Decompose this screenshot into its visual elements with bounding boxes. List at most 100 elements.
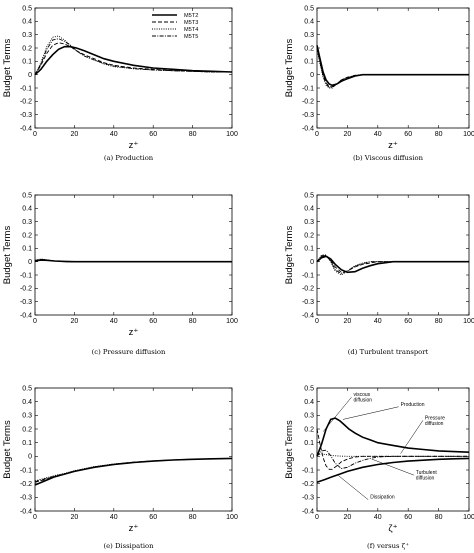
annotation-label: Production [401, 402, 425, 408]
series-line-m5t3 [316, 47, 469, 88]
y-tick-label: 0.4 [304, 399, 314, 406]
x-tick-label: 100 [226, 318, 238, 325]
y-tick-label: -0.1 [20, 85, 32, 92]
y-tick-label: -0.3 [302, 495, 314, 502]
chart-panel-3: -0.4 -0.3 -0.2 -0.1 0 0.1 0.2 0.3 0.4 0.5 0 20 40 60 8… [2, 192, 238, 338]
x-tick-label: 60 [149, 514, 157, 521]
x-tick-label: 60 [404, 318, 412, 325]
series-line-m5t5 [34, 457, 233, 483]
y-tick-label: 0.3 [22, 413, 32, 420]
y-tick-label: 0 [310, 259, 314, 266]
y-tick-label: 0.1 [304, 246, 314, 253]
subfigure-caption: (f) versus ζ⁺ [367, 542, 409, 550]
chart-panel-5: -0.4 -0.3 -0.2 -0.1 0 0.1 0.2 0.3 0.4 0.5 0 20 40 60 8… [2, 385, 238, 534]
y-tick-label: -0.2 [20, 286, 32, 293]
y-tick-label: 0.3 [22, 219, 32, 226]
x-tick-label: 80 [435, 318, 443, 325]
x-tick-label: 0 [33, 514, 37, 521]
y-tick-label: 0.2 [304, 426, 314, 433]
chart-panel-4: -0.4 -0.3 -0.2 -0.1 0 0.1 0.2 0.3 0.4 0.5 0 20 40 60 8… [284, 192, 474, 325]
x-tick-label: 40 [374, 131, 382, 138]
x-tick-label: 0 [33, 318, 37, 325]
annotation-label: Dissipation [370, 495, 395, 501]
y-tick-label: 0.3 [304, 413, 314, 420]
y-tick-label: -0.1 [302, 272, 314, 279]
annotation-arrow [371, 458, 414, 476]
annotation-label: diffusion [416, 476, 435, 482]
y-tick-label: -0.4 [302, 508, 314, 515]
legend-label: M5T2 [184, 13, 198, 19]
y-tick-label: 0.1 [22, 246, 32, 253]
x-axis-label: z⁺ [129, 327, 139, 338]
x-tick-label: 100 [226, 131, 238, 138]
y-tick-label: -0.2 [302, 99, 314, 106]
series-line-m5t2 [34, 45, 233, 76]
y-tick-label: -0.1 [20, 467, 32, 474]
x-tick-label: 80 [189, 131, 197, 138]
y-tick-label: 0.4 [22, 206, 32, 213]
y-tick-label: 0 [310, 72, 314, 79]
x-axis-label: ζ⁺ [388, 523, 397, 534]
x-tick-label: 40 [110, 318, 118, 325]
series-line-production [316, 417, 470, 457]
y-tick-label: 0.5 [22, 385, 32, 392]
y-axis-label: Budget Terms [2, 226, 13, 285]
annotation-label: diffusion [353, 398, 372, 404]
y-tick-label: -0.3 [20, 299, 32, 306]
y-tick-label: 0.4 [304, 19, 314, 26]
y-tick-label: -0.2 [20, 481, 32, 488]
series-line-dissipation [316, 457, 470, 484]
y-tick-label: 0.2 [22, 232, 32, 239]
y-tick-label: -0.3 [20, 112, 32, 119]
chart-panel-1: -0.4 -0.3 -0.2 -0.1 0 0.1 0.2 0.3 0.4 0.5 0 20 40 60 8… [2, 5, 238, 151]
annotation-arrow [322, 397, 352, 432]
axes-frame [34, 387, 233, 512]
x-tick-label: 40 [374, 318, 382, 325]
y-tick-label: 0.2 [304, 45, 314, 52]
legend-label: M5T3 [184, 20, 198, 26]
x-tick-label: 40 [110, 514, 118, 521]
x-tick-label: 20 [344, 131, 352, 138]
annotation-label: Pressure [425, 415, 445, 421]
x-tick-label: 20 [71, 131, 79, 138]
axes-frame [34, 7, 233, 129]
y-tick-label: 0 [28, 454, 32, 461]
x-axis-label: z⁺ [129, 140, 139, 151]
x-tick-label: 40 [110, 131, 118, 138]
x-tick-label: 100 [463, 514, 474, 521]
y-tick-label: -0.2 [302, 286, 314, 293]
y-tick-label: 0.3 [22, 32, 32, 39]
y-tick-label: 0.5 [304, 192, 314, 199]
y-tick-label: -0.3 [20, 495, 32, 502]
series-line-m5t4 [316, 254, 469, 276]
x-tick-label: 20 [344, 318, 352, 325]
series-line-m5t5 [316, 255, 469, 275]
annotation-label: diffusion [425, 421, 444, 427]
x-tick-label: 80 [189, 514, 197, 521]
x-tick-label: 60 [404, 131, 412, 138]
y-tick-label: 0.1 [304, 440, 314, 447]
y-tick-label: -0.4 [20, 125, 32, 132]
y-tick-label: 0.5 [22, 5, 32, 12]
y-axis-label: Budget Terms [2, 420, 13, 479]
y-tick-label: 0.5 [304, 5, 314, 12]
y-axis-label: Budget Terms [284, 39, 295, 98]
subfigure-caption: (d) Turbulent transport [348, 348, 429, 356]
x-tick-label: 60 [404, 514, 412, 521]
chart-panel-2: -0.4 -0.3 -0.2 -0.1 0 0.1 0.2 0.3 0.4 0.5 0 20 40 60 8… [284, 5, 474, 151]
annotation-label: viscous [353, 392, 370, 398]
subfigure-caption: (c) Pressure diffusion [92, 348, 166, 356]
y-tick-label: -0.4 [302, 125, 314, 132]
annotation-label: Turbulent [416, 470, 438, 476]
y-tick-label: 0.4 [22, 19, 32, 26]
y-tick-label: -0.4 [302, 312, 314, 319]
series-line-turbulent-diffusion [316, 449, 469, 470]
x-tick-label: 0 [33, 131, 37, 138]
series-line-m5t5 [316, 47, 469, 88]
x-tick-label: 0 [315, 318, 319, 325]
x-tick-label: 0 [315, 514, 319, 521]
y-axis-label: Budget Terms [2, 39, 13, 98]
y-tick-label: -0.1 [302, 467, 314, 474]
x-tick-label: 100 [463, 318, 474, 325]
